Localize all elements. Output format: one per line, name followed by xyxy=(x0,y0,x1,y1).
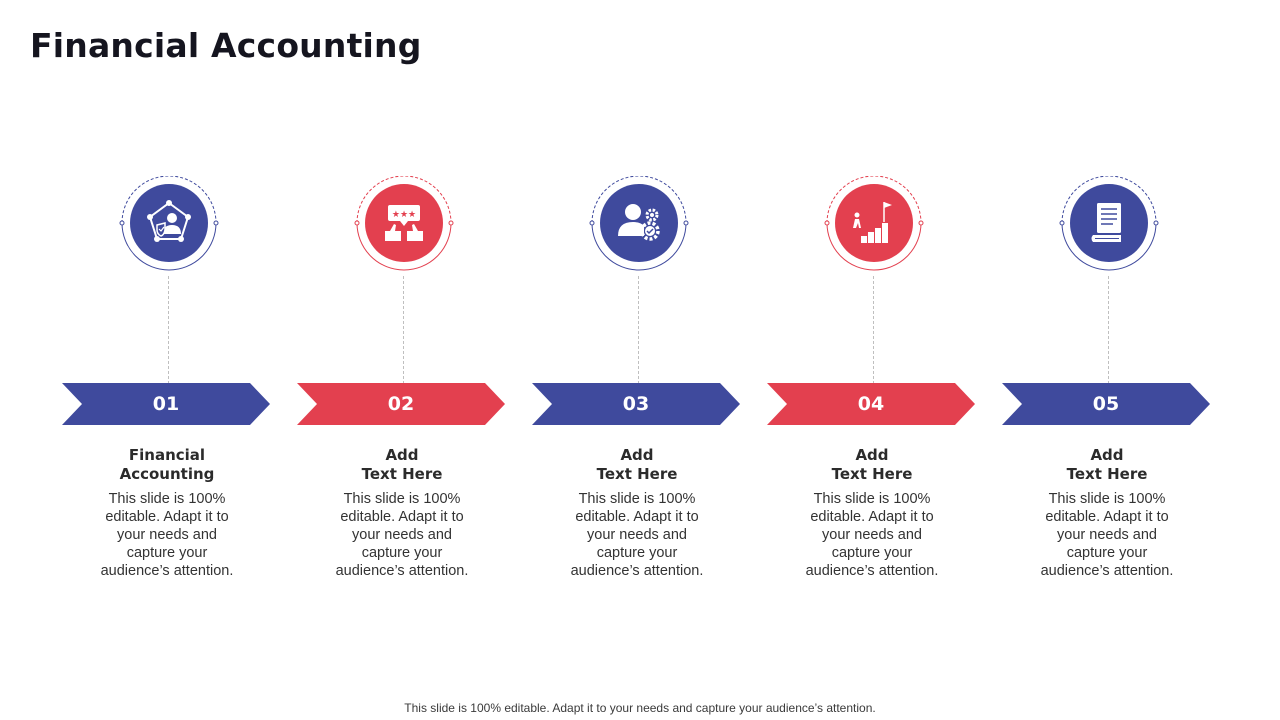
step-number: 05 xyxy=(1092,393,1120,415)
step-description: This slide is 100% editable. Adapt it to… xyxy=(335,491,469,579)
step-icon-badge xyxy=(589,176,689,276)
thumbs-up-rating-icon: ★★★ xyxy=(385,205,423,241)
step-title: Add Text Here xyxy=(596,446,678,483)
step-description: This slide is 100% editable. Adapt it to… xyxy=(1040,491,1174,579)
page-title: Financial Accounting xyxy=(30,26,422,65)
step-title: Add Text Here xyxy=(361,446,443,483)
step-chevron: 05 xyxy=(1002,383,1210,425)
step-description: This slide is 100% editable. Adapt it to… xyxy=(570,491,704,579)
step-number: 03 xyxy=(622,393,650,415)
dashed-connector xyxy=(873,276,874,384)
step-chevron: 02 xyxy=(297,383,505,425)
timeline-step-4: 04 Add Text Here This slide is 100% edit… xyxy=(767,0,987,720)
dashed-connector xyxy=(1108,276,1109,384)
timeline-step-5: 05 Add Text Here This slide is 100% edit… xyxy=(1002,0,1222,720)
step-icon-badge: ★★★ xyxy=(354,176,454,276)
step-chevron: 01 xyxy=(62,383,270,425)
step-number: 04 xyxy=(857,393,885,415)
step-icon-badge xyxy=(824,176,924,276)
step-chevron: 03 xyxy=(532,383,740,425)
step-description: This slide is 100% editable. Adapt it to… xyxy=(100,491,234,579)
timeline-step-2: ★★★ 02 Add Text Here This slide is 100% … xyxy=(297,0,517,720)
step-description: This slide is 100% editable. Adapt it to… xyxy=(805,491,939,579)
document-icon xyxy=(1091,203,1121,242)
dashed-connector xyxy=(168,276,169,384)
dashed-connector xyxy=(638,276,639,384)
dashed-connector xyxy=(403,276,404,384)
step-title: Financial Accounting xyxy=(119,446,215,483)
step-chevron: 04 xyxy=(767,383,975,425)
step-title: Add Text Here xyxy=(831,446,913,483)
step-number: 02 xyxy=(387,393,415,415)
step-icon-badge xyxy=(1059,176,1159,276)
svg-text:★★★: ★★★ xyxy=(392,210,416,220)
timeline-step-3: 03 Add Text Here This slide is 100% edit… xyxy=(532,0,752,720)
step-icon-badge xyxy=(119,176,219,276)
step-title: Add Text Here xyxy=(1066,446,1148,483)
user-shield-pentagon-icon xyxy=(147,200,191,242)
step-number: 01 xyxy=(152,393,180,415)
stairs-flag-icon xyxy=(853,202,892,243)
footer-note: This slide is 100% editable. Adapt it to… xyxy=(404,701,876,715)
timeline-step-1: 01 Financial Accounting This slide is 10… xyxy=(62,0,282,720)
user-gears-icon xyxy=(618,204,660,241)
